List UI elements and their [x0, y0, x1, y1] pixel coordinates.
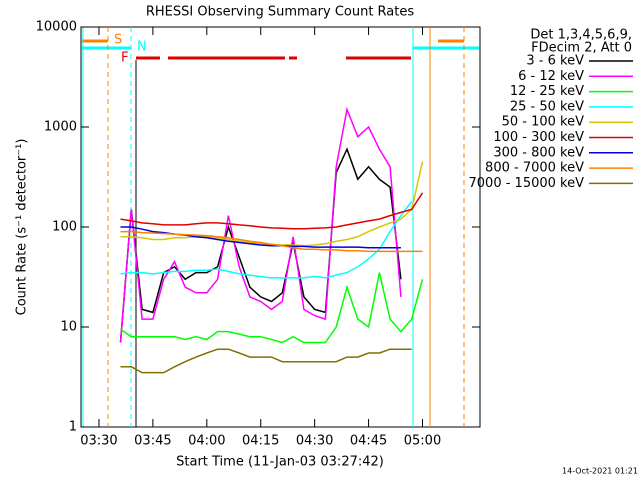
x-tick-label: 04:45	[350, 434, 387, 449]
series-line	[120, 192, 424, 230]
legend-label: 7000 - 15000 keV	[469, 176, 585, 191]
series-line	[120, 226, 401, 249]
x-axis-label: Start Time (11-Jan-03 03:27:42)	[176, 455, 384, 470]
y-tick-label: 1000	[44, 120, 77, 135]
legend-label: 50 - 100 keV	[502, 115, 585, 130]
x-tick-label: 04:15	[242, 434, 279, 449]
legend-header: FDecim 2, Att 0	[531, 41, 632, 56]
series-line	[119, 106, 402, 343]
x-tick-label: 04:00	[188, 434, 225, 449]
legend-label: 25 - 50 keV	[510, 99, 584, 114]
x-tick-label: 03:45	[134, 434, 171, 449]
legend-label: 6 - 12 keV	[518, 69, 584, 84]
flag-label: F	[121, 51, 128, 66]
y-tick-label: 10	[60, 320, 77, 335]
y-tick-label: 1	[69, 420, 77, 435]
y-tick-label: 100	[52, 220, 77, 235]
flag-label: S	[114, 33, 122, 48]
legend-header: Det 1,3,4,5,6,9,	[530, 28, 632, 43]
series-line	[120, 230, 423, 253]
footer: 14-Oct-2021 01:21	[562, 467, 638, 476]
plot-frame	[80, 26, 481, 428]
flag-bars	[82, 27, 479, 427]
legend-label: 12 - 25 keV	[510, 84, 584, 99]
flag-label: N	[137, 40, 147, 55]
legend-label: 800 - 7000 keV	[485, 161, 584, 176]
legend-label: 300 - 800 keV	[493, 145, 584, 160]
x-tick-label: 03:30	[80, 434, 117, 449]
legend-label: 3 - 6 keV	[526, 54, 584, 69]
series-line	[119, 147, 402, 343]
series-line	[120, 272, 424, 344]
x-tick-label: 04:30	[296, 434, 333, 449]
series-line	[120, 201, 413, 279]
legend-label: 100 - 300 keV	[493, 130, 584, 145]
chart-title: RHESSI Observing Summary Count Rates	[146, 5, 415, 20]
series-line	[120, 348, 412, 374]
y-axis-label: Count Rate (s⁻¹ detector⁻¹)	[15, 139, 30, 316]
y-tick-label: 10000	[36, 20, 77, 35]
x-tick-label: 05:00	[404, 434, 441, 449]
